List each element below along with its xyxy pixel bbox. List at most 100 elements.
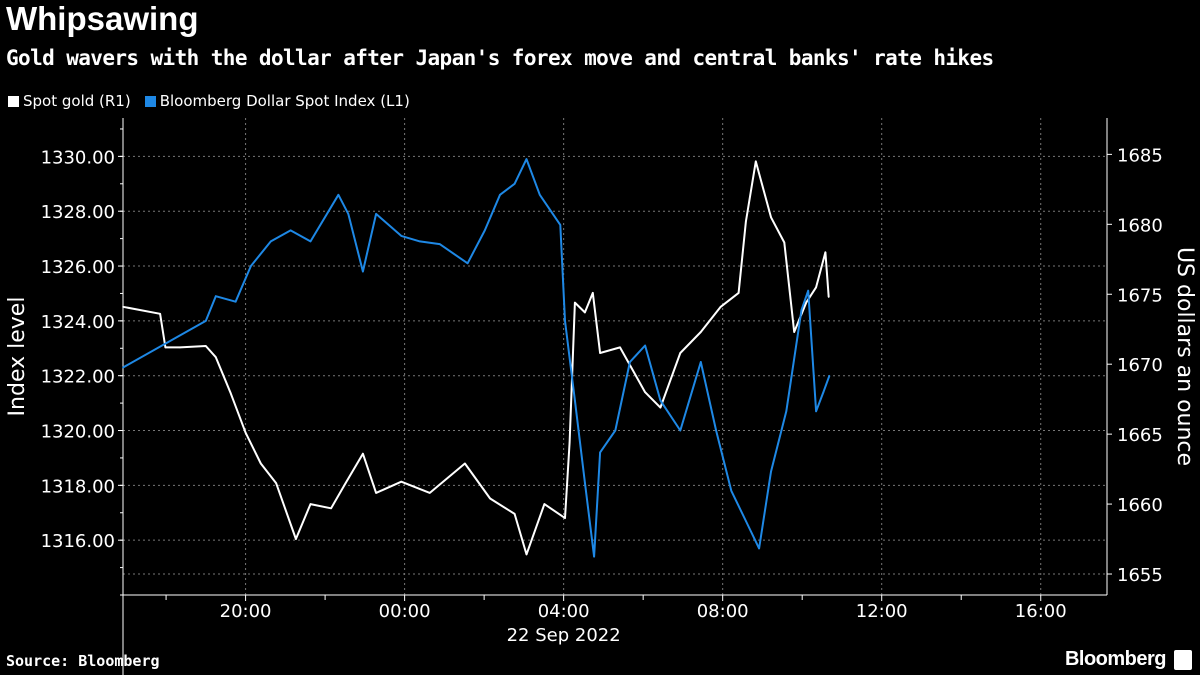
- data-point: [375, 213, 377, 215]
- data-point: [827, 296, 830, 298]
- data-point: [214, 295, 217, 297]
- data-point: [543, 503, 546, 505]
- data-point: [644, 391, 646, 393]
- data-point: [614, 429, 617, 432]
- data-point: [793, 331, 796, 333]
- data-point: [715, 429, 717, 432]
- data-point: [269, 240, 272, 243]
- series-line: [122, 160, 830, 556]
- data-point: [805, 301, 807, 304]
- data-point: [737, 292, 740, 294]
- left-axis-title: Index level: [5, 297, 30, 417]
- data-point: [822, 391, 825, 393]
- data-point: [745, 220, 747, 223]
- data-point: [375, 492, 377, 494]
- data-point: [584, 481, 586, 484]
- data-point: [400, 235, 403, 237]
- data-point: [745, 520, 747, 522]
- data-point: [815, 286, 817, 289]
- data-point: [785, 410, 788, 413]
- data-point: [828, 374, 831, 377]
- data-point: [644, 344, 646, 347]
- series-line: [122, 158, 831, 558]
- right-axis-title: US dollars an ounce: [1172, 247, 1197, 466]
- data-point: [164, 346, 167, 349]
- data-point: [295, 538, 297, 540]
- data-point: [824, 251, 827, 254]
- data-point: [513, 513, 516, 515]
- right-tick-label: 1680: [1117, 215, 1163, 236]
- data-point: [800, 309, 803, 311]
- data-point: [679, 352, 682, 354]
- legend-label-gold: Spot gold (R1): [23, 92, 131, 110]
- data-point: [592, 292, 594, 294]
- data-point: [122, 306, 124, 308]
- x-date-label: 22 Sep 2022: [507, 625, 621, 646]
- data-point: [347, 213, 350, 215]
- data-point: [234, 300, 237, 303]
- data-point: [214, 356, 217, 358]
- data-point: [730, 490, 733, 492]
- data-point: [659, 399, 662, 402]
- left-tick-label: 1318.00: [41, 476, 115, 497]
- data-point: [593, 555, 595, 558]
- data-point: [599, 451, 601, 454]
- left-tick-label: 1330.00: [41, 147, 115, 168]
- data-point: [400, 480, 403, 483]
- data-point: [525, 553, 528, 556]
- data-point: [344, 482, 347, 484]
- bloomberg-icon: [1174, 650, 1192, 670]
- left-tick-label: 1324.00: [41, 312, 115, 333]
- data-point: [783, 241, 786, 244]
- data-point: [564, 320, 566, 322]
- data-point: [309, 240, 312, 243]
- x-tick-label: 08:00: [697, 601, 749, 622]
- left-tick-label: 1320.00: [41, 422, 115, 443]
- data-point: [330, 507, 332, 510]
- x-tick-label: 20:00: [220, 601, 272, 622]
- right-tick-label: 1675: [1117, 285, 1163, 306]
- left-tick-label: 1326.00: [41, 257, 115, 278]
- right-tick-label: 1685: [1117, 145, 1163, 166]
- data-point: [770, 470, 772, 473]
- legend-label-dollar: Bloomberg Dollar Spot Index (L1): [159, 92, 410, 110]
- x-tick-label: 12:00: [856, 601, 908, 622]
- data-point: [599, 352, 601, 354]
- data-point: [205, 320, 207, 322]
- data-point: [179, 346, 181, 349]
- data-point: [466, 262, 469, 265]
- series-dollar-index: [122, 158, 831, 558]
- right-tick-label: 1655: [1117, 565, 1163, 586]
- data-point: [362, 452, 364, 455]
- data-point: [260, 462, 262, 465]
- data-point: [538, 193, 541, 196]
- data-point: [289, 229, 292, 232]
- data-point: [483, 229, 486, 232]
- data-point: [309, 503, 312, 505]
- data-point: [244, 431, 247, 434]
- data-point: [629, 361, 631, 363]
- left-tick-label: 1328.00: [41, 202, 115, 223]
- right-tick-label: 1660: [1117, 495, 1163, 516]
- data-point: [619, 346, 621, 349]
- data-point: [159, 313, 161, 315]
- x-tick-label: 04:00: [538, 601, 590, 622]
- data-point: [428, 492, 431, 494]
- data-point: [815, 410, 817, 413]
- data-point: [464, 462, 466, 465]
- data-point: [122, 366, 124, 369]
- data-point: [275, 482, 277, 484]
- source-note: Source: Bloomberg: [6, 652, 160, 670]
- data-point: [559, 224, 562, 226]
- data-point: [513, 182, 516, 185]
- data-point: [719, 306, 722, 308]
- data-point: [564, 517, 566, 519]
- data-point: [419, 240, 421, 243]
- x-tick-label: 00:00: [379, 601, 431, 622]
- right-tick-label: 1665: [1117, 425, 1163, 446]
- data-point: [679, 429, 682, 432]
- data-point: [700, 331, 702, 333]
- right-tick-label: 1670: [1117, 355, 1163, 376]
